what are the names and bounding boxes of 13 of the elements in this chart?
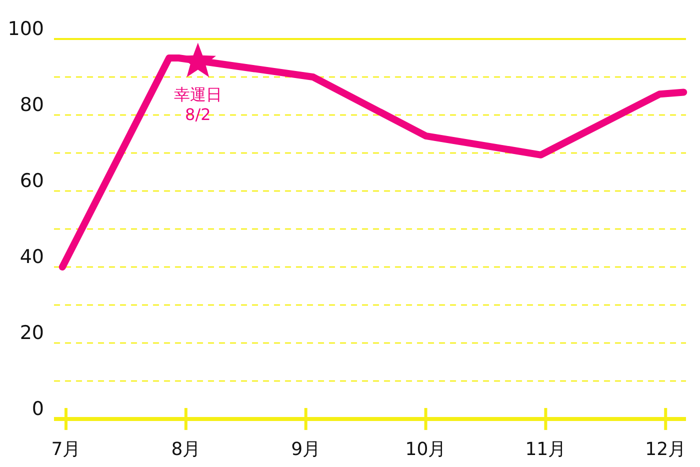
y-tick-label: 60	[20, 170, 44, 192]
y-tick-label: 0	[32, 398, 44, 420]
x-tick-label: 9月	[291, 439, 321, 460]
x-tick-label: 12月	[645, 439, 686, 460]
x-tick-label: 10月	[405, 439, 446, 460]
x-tick-label: 7月	[51, 439, 81, 460]
y-tick-label: 20	[20, 322, 44, 344]
y-tick-label: 80	[20, 94, 44, 116]
x-tick-label: 11月	[525, 439, 566, 460]
y-tick-label: 100	[8, 18, 44, 40]
y-tick-label: 40	[20, 246, 44, 268]
annotation: 幸運日 8/2	[174, 84, 222, 124]
x-tick-label: 8月	[171, 439, 201, 460]
